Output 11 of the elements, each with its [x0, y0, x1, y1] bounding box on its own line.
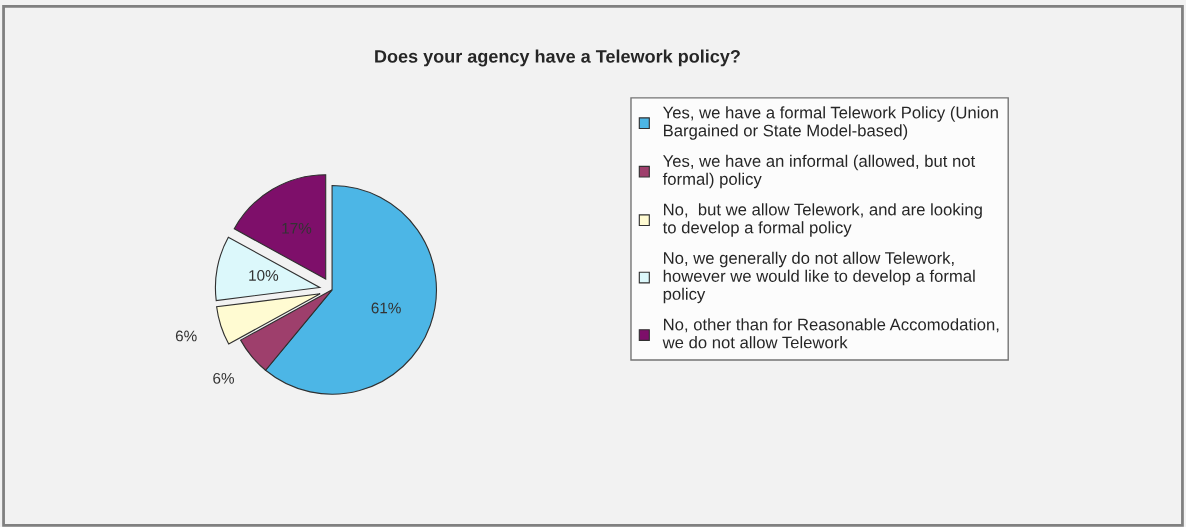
data-label: 6% [213, 372, 235, 384]
chart-title: Does your agency have a Telework policy? [375, 49, 740, 67]
legend-label: No, other than for Reasonable Accomodation, we do not allow Telework [662, 318, 999, 349]
legend-label: Yes, we have an informal (allowed, but not formal) policy [662, 154, 976, 189]
data-label: 6% [175, 330, 197, 342]
data-label: 10% [249, 270, 279, 281]
data-label: 17% [282, 223, 312, 234]
legend-label: Yes, we have a formal Telework Policy (Union Bargained or State Model-based) [663, 106, 998, 140]
legend-label: No, but we allow Telework, and are looking to develop a formal policy [662, 203, 982, 237]
data-label: 61% [371, 302, 401, 314]
legend-label: No, we generally do not allow Telework, however we would like to develop a formal policy [663, 251, 975, 304]
